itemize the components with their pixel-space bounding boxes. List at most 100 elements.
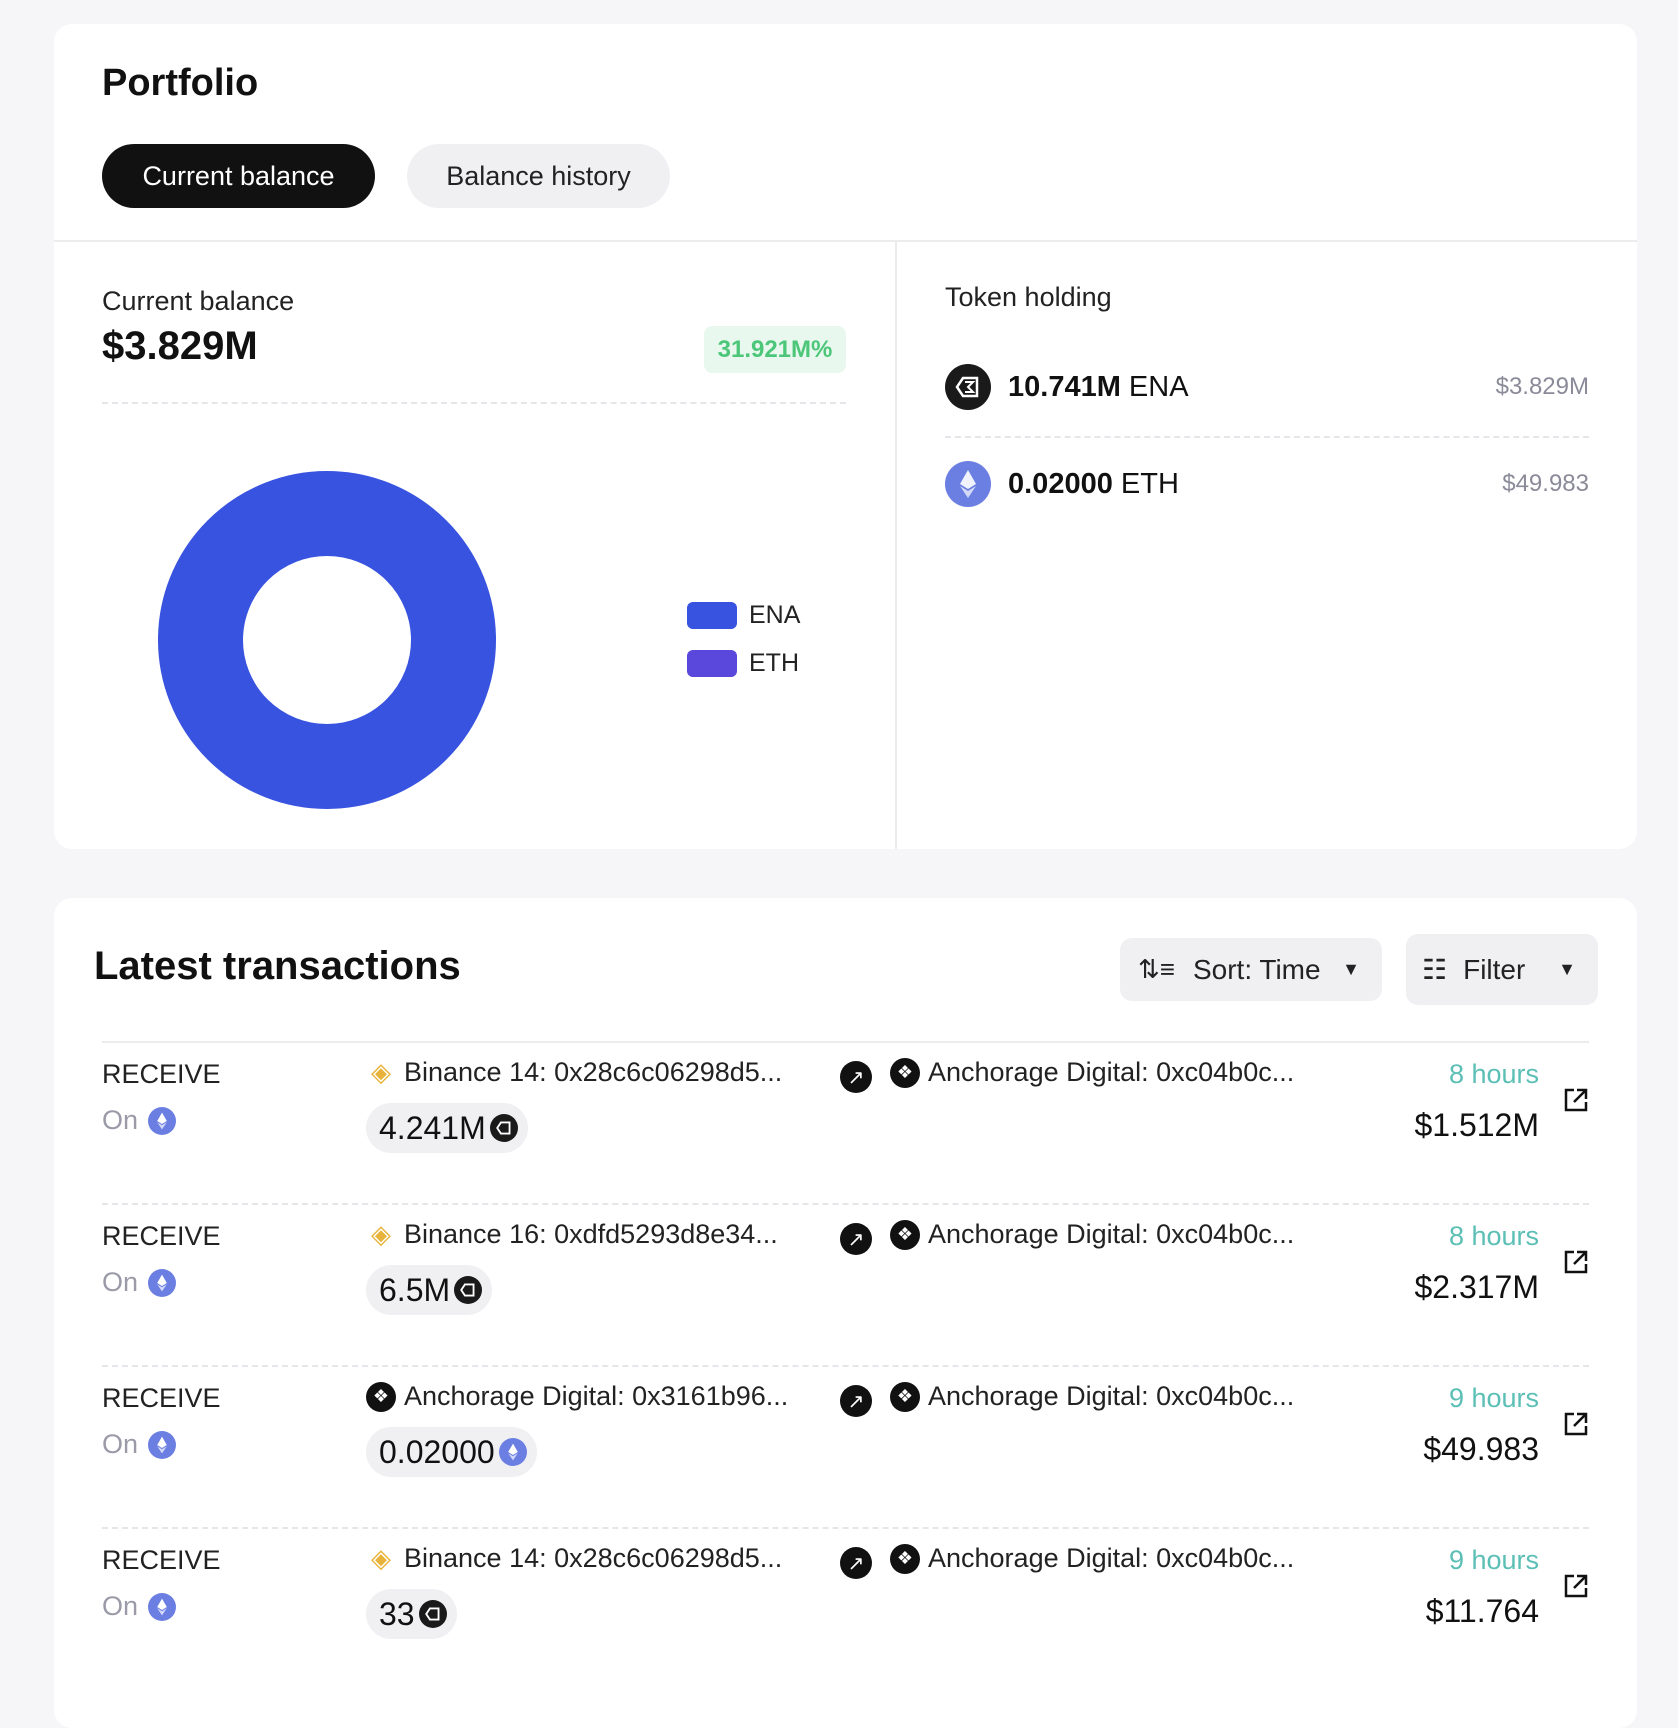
- arrow-up-right-icon: ↗: [840, 1547, 872, 1579]
- tx-time: 8 hours: [1449, 1221, 1539, 1252]
- eth-icon: [148, 1269, 176, 1297]
- sort-label: Sort: Time: [1193, 954, 1321, 986]
- chain-label: On: [102, 1105, 138, 1136]
- token-value: $3.829M: [1496, 373, 1589, 401]
- filter-button[interactable]: ☷Filter▼: [1406, 934, 1598, 1005]
- token-amount: 0.02000: [1008, 468, 1113, 501]
- tx-amount: 33: [366, 1589, 457, 1639]
- divider: [895, 242, 897, 849]
- caret-down-icon: ▼: [1342, 959, 1360, 980]
- to-address[interactable]: Anchorage Digital: 0xc04b0c...: [928, 1381, 1294, 1412]
- anchorage-icon: ❖: [890, 1382, 920, 1412]
- tab-balance-history[interactable]: Balance history: [407, 144, 670, 208]
- external-link-icon[interactable]: [1563, 1573, 1589, 1604]
- transaction-row[interactable]: RECEIVE On ◈ Binance 16: 0xdfd5293d8e34..…: [102, 1205, 1589, 1367]
- chain-label: On: [102, 1591, 138, 1622]
- tx-to[interactable]: ❖ Anchorage Digital: 0xc04b0c...: [890, 1381, 1294, 1412]
- chain-label: On: [102, 1267, 138, 1298]
- eth-icon: [148, 1107, 176, 1135]
- token-symbol: ENA: [1129, 371, 1189, 404]
- tx-type: RECEIVE: [102, 1383, 221, 1414]
- transaction-row[interactable]: RECEIVE On ◈Binance 14: 0x28c6c06298d5..…: [102, 1043, 1589, 1205]
- tx-to[interactable]: ❖ Anchorage Digital: 0xc04b0c...: [890, 1543, 1294, 1574]
- tx-amount: 4.241M: [366, 1103, 528, 1153]
- tx-from[interactable]: ◈ Binance 16: 0xdfd5293d8e34...: [366, 1219, 778, 1250]
- eth-icon: [148, 1431, 176, 1459]
- tx-from[interactable]: ◈Binance 14: 0x28c6c06298d5...: [366, 1057, 782, 1088]
- tx-chain: On: [102, 1105, 176, 1136]
- donut-chart: [156, 469, 498, 811]
- arrow-up-right-icon: ↗: [840, 1061, 872, 1093]
- external-link-icon[interactable]: [1563, 1411, 1589, 1442]
- filter-icon: ☷: [1422, 953, 1447, 986]
- transaction-row[interactable]: RECEIVE On ❖ Anchorage Digital: 0x3161b96…: [102, 1367, 1589, 1529]
- anchorage-icon: ❖: [366, 1382, 396, 1412]
- arrow-up-right-icon: ↗: [840, 1385, 872, 1417]
- from-address[interactable]: Binance 14: 0x28c6c06298d5...: [404, 1057, 782, 1088]
- tx-to[interactable]: ❖Anchorage Digital: 0xc04b0c...: [890, 1057, 1294, 1088]
- tab-current-balance[interactable]: Current balance: [102, 144, 375, 208]
- anchorage-icon: ❖: [890, 1544, 920, 1574]
- tx-time: 8 hours: [1449, 1059, 1539, 1090]
- external-link-icon[interactable]: [1563, 1249, 1589, 1280]
- change-badge: 31.921M%: [704, 326, 846, 373]
- amount-value: 0.02000: [379, 1434, 495, 1471]
- transactions-title: Latest transactions: [94, 944, 461, 989]
- legend-item-eth: ETH: [687, 649, 799, 678]
- external-link-icon[interactable]: [1563, 1087, 1589, 1118]
- balance-label: Current balance: [102, 286, 294, 317]
- tx-type: RECEIVE: [102, 1545, 221, 1576]
- token-amount: 10.741M: [1008, 371, 1121, 404]
- chain-label: On: [102, 1429, 138, 1460]
- anchorage-icon: ❖: [890, 1220, 920, 1250]
- to-address[interactable]: Anchorage Digital: 0xc04b0c...: [928, 1057, 1294, 1088]
- amount-value: 4.241M: [379, 1110, 486, 1147]
- ena-icon: [419, 1600, 447, 1628]
- ena-icon: [490, 1114, 518, 1142]
- tx-chain: On: [102, 1429, 176, 1460]
- sort-button[interactable]: ⇅≡ Sort: Time ▼: [1120, 938, 1382, 1001]
- arrow-up-right-icon: ↗: [840, 1223, 872, 1255]
- balance-value: $3.829M: [102, 324, 258, 369]
- tx-time: 9 hours: [1449, 1545, 1539, 1576]
- amount-value: 33: [379, 1596, 415, 1633]
- tx-to[interactable]: ❖ Anchorage Digital: 0xc04b0c...: [890, 1219, 1294, 1250]
- from-address[interactable]: Binance 14: 0x28c6c06298d5...: [404, 1543, 782, 1574]
- tx-from[interactable]: ◈ Binance 14: 0x28c6c06298d5...: [366, 1543, 782, 1574]
- divider: [945, 436, 1589, 438]
- caret-down-icon: ▼: [1558, 959, 1576, 980]
- legend-swatch: [687, 602, 737, 629]
- sort-icon: ⇅≡: [1138, 954, 1175, 985]
- amount-value: 6.5M: [379, 1272, 450, 1309]
- from-address[interactable]: Anchorage Digital: 0x3161b96...: [404, 1381, 788, 1412]
- divider: [102, 402, 846, 404]
- eth-icon: [148, 1593, 176, 1621]
- from-address[interactable]: Binance 16: 0xdfd5293d8e34...: [404, 1219, 778, 1250]
- legend-label: ETH: [749, 649, 799, 678]
- tx-usd: $49.983: [1423, 1431, 1539, 1468]
- token-symbol: ETH: [1121, 468, 1179, 501]
- tx-usd: $1.512M: [1414, 1107, 1539, 1144]
- token-row-eth[interactable]: 0.02000 ETH $49.983: [945, 461, 1589, 507]
- to-address[interactable]: Anchorage Digital: 0xc04b0c...: [928, 1219, 1294, 1250]
- transactions-card: Latest transactions ⇅≡ Sort: Time ▼ ☷Filte…: [54, 898, 1637, 1728]
- binance-icon: ◈: [366, 1543, 396, 1574]
- divider: [54, 240, 1637, 242]
- tx-time: 9 hours: [1449, 1383, 1539, 1414]
- portfolio-card: Portfolio Current balance Balance histor…: [54, 24, 1637, 849]
- tx-from[interactable]: ❖ Anchorage Digital: 0x3161b96...: [366, 1381, 788, 1412]
- tx-type: RECEIVE: [102, 1221, 221, 1252]
- tx-chain: On: [102, 1591, 176, 1622]
- page-title: Portfolio: [102, 62, 258, 105]
- eth-icon: [945, 461, 991, 507]
- tx-amount: 0.02000: [366, 1427, 537, 1477]
- tx-type: RECEIVE: [102, 1059, 221, 1090]
- eth-icon: [499, 1438, 527, 1466]
- binance-icon: ◈: [366, 1219, 396, 1250]
- to-address[interactable]: Anchorage Digital: 0xc04b0c...: [928, 1543, 1294, 1574]
- ena-icon: [454, 1276, 482, 1304]
- ena-icon: [945, 364, 991, 410]
- token-row-ena[interactable]: 10.741M ENA $3.829M: [945, 364, 1589, 410]
- transaction-row[interactable]: RECEIVE On ◈ Binance 14: 0x28c6c06298d5..…: [102, 1529, 1589, 1691]
- token-holding-title: Token holding: [945, 282, 1112, 313]
